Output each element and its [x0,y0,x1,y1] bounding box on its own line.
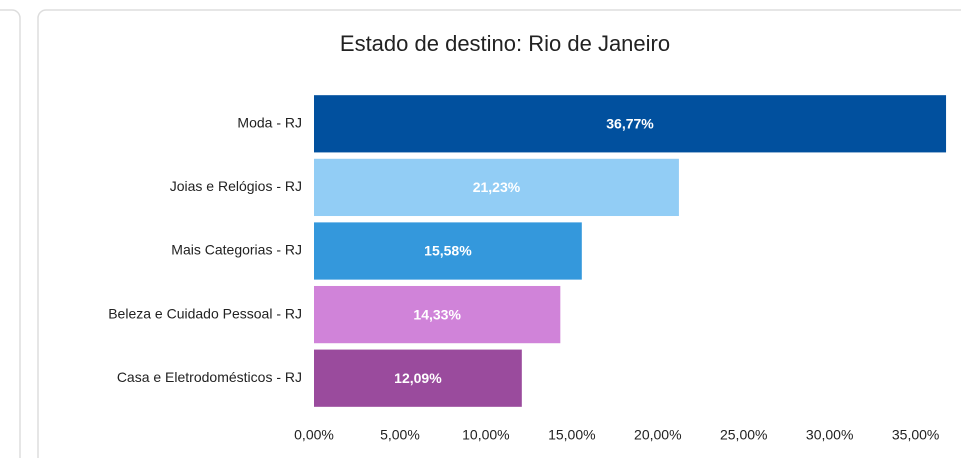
bar [314,349,522,407]
y-tick-label: Joias e Relógios - RJ [170,178,302,194]
value-label: 15,58% [424,243,472,259]
value-label: 21,23% [473,179,521,195]
left-card [0,9,21,458]
y-tick-label: Beleza e Cuidado Pessoal - RJ [108,305,302,321]
y-tick-label: Moda - RJ [237,115,302,131]
y-tick-label: Casa e Eletrodomésticos - RJ [117,369,302,385]
x-tick-label: 15,00% [548,427,595,443]
x-tick-label: 20,00% [634,427,681,443]
bar [314,158,679,217]
bar [314,95,947,153]
chart-card [37,9,961,458]
x-tick-label: 35,00% [892,427,939,443]
bar [314,222,582,280]
x-tick-label: 10,00% [462,427,509,443]
value-label: 14,33% [413,306,461,322]
x-tick-label: 0,00% [294,427,334,443]
value-label: 36,77% [606,116,654,132]
y-tick-label: Mais Categorias - RJ [171,242,302,258]
bar [314,285,561,344]
value-label: 12,09% [394,370,442,386]
x-tick-label: 25,00% [720,427,767,443]
x-tick-label: 30,00% [806,427,853,443]
chart-title: Estado de destino: Rio de Janeiro [340,31,670,56]
x-tick-label: 5,00% [380,427,420,443]
